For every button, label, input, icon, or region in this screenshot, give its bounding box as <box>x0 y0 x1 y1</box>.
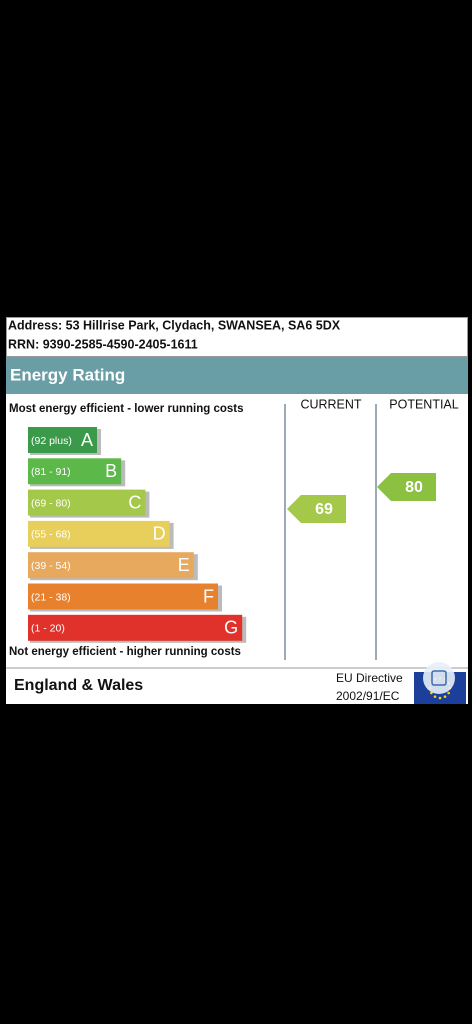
band-bar <box>28 458 122 485</box>
band-range: (55 - 68) <box>31 529 71 541</box>
bottom-note: Not energy efficient - higher running co… <box>9 646 241 658</box>
title: Energy Rating <box>10 365 125 384</box>
scan-button[interactable] <box>423 662 455 694</box>
header-box <box>6 317 468 357</box>
band-bar <box>28 489 146 516</box>
band-letter: A <box>81 430 93 450</box>
column-heading: POTENTIAL <box>389 397 459 411</box>
band-range: (92 plus) <box>31 435 72 447</box>
band-range: (81 - 91) <box>31 466 71 478</box>
bands: (92 plus) A (81 - 91) B (69 - 80) C (55 - 68) D… <box>28 427 247 643</box>
band-letter: E <box>178 555 190 575</box>
band-range: (21 - 38) <box>31 591 71 603</box>
title-bar <box>6 357 468 394</box>
band-letter: C <box>128 492 141 512</box>
star <box>438 696 442 700</box>
address: Address: 53 Hillrise Park, Clydach, SWAN… <box>8 318 341 332</box>
band-bar <box>28 427 97 453</box>
current-arrow <box>287 495 346 523</box>
band-bar <box>28 583 218 610</box>
band-bar <box>28 614 243 641</box>
directive: EU Directive <box>336 671 403 685</box>
band-range: (1 - 20) <box>31 623 65 635</box>
star <box>447 691 450 695</box>
rrn: RRN: 9390-2585-4590-2405-1611 <box>8 337 198 351</box>
top-note: Most energy efficient - lower running co… <box>9 403 244 415</box>
band-range: (69 - 80) <box>31 497 71 509</box>
column-heading: CURRENT <box>300 397 361 411</box>
potential-rating: 80 <box>405 479 423 496</box>
star <box>433 695 437 698</box>
band-letter: B <box>105 461 117 481</box>
star <box>443 695 447 698</box>
band-letter: F <box>203 586 214 606</box>
scan-icon <box>431 670 447 686</box>
band-letter: G <box>224 618 238 638</box>
band-bar <box>28 552 194 579</box>
current-rating: 69 <box>315 501 333 518</box>
band-letter: D <box>153 524 166 544</box>
potential-arrow <box>377 473 436 501</box>
directive: 2002/91/EC <box>336 689 400 703</box>
band-bar <box>28 520 170 547</box>
band-range: (39 - 54) <box>31 560 71 572</box>
region: England & Wales <box>14 677 143 694</box>
